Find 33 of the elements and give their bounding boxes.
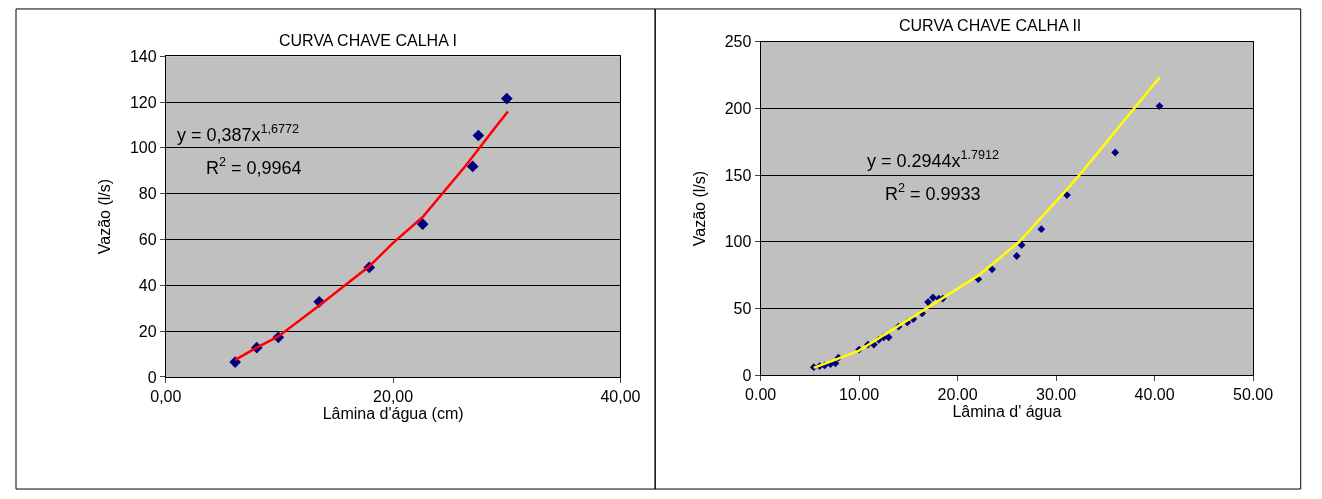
y-tick-label: 20: [138, 322, 157, 340]
y-axis-title: Vazão (l/s): [95, 178, 113, 255]
y-tick-label: 120: [129, 93, 157, 111]
y-tick-label: 80: [138, 185, 157, 203]
y-axis-title: Vazão (l/s): [690, 170, 708, 247]
y-tick-label: 0: [147, 368, 157, 386]
y-tick-label: 100: [129, 139, 157, 157]
annotation: R$^{2}$ = 0,9964: [206, 155, 302, 178]
x-tick-label: 50.00: [1233, 386, 1274, 404]
chart-title: CURVA CHAVE CALHA II: [899, 17, 1082, 34]
y-tick-label: 140: [129, 47, 157, 65]
x-tick-label: 0.00: [745, 386, 777, 404]
y-tick-label: 60: [138, 231, 157, 249]
y-tick-label: 50: [733, 300, 752, 318]
x-tick-label: 40,00: [600, 388, 641, 406]
annotation: R$^{2}$ = 0.9933: [885, 181, 981, 204]
x-tick-label: 20,00: [373, 388, 414, 406]
x-tick-label: 0,00: [150, 388, 182, 406]
y-tick-label: 40: [138, 276, 157, 294]
annotation: y = 0,387x$^{1,6772}$: [177, 122, 300, 145]
y-tick-label: 150: [724, 166, 752, 184]
x-tick-label: 20.00: [937, 386, 978, 404]
x-tick-label: 10.00: [839, 386, 880, 404]
x-tick-label: 30.00: [1036, 386, 1077, 404]
x-tick-label: 40.00: [1134, 386, 1175, 404]
x-axis-title: Lâmina d'água (cm): [322, 405, 464, 423]
chart-title: CURVA CHAVE CALHA I: [279, 32, 457, 49]
y-tick-label: 250: [724, 33, 752, 51]
x-axis-title: Lâmina d' água: [952, 403, 1062, 421]
y-tick-label: 100: [724, 233, 752, 251]
annotation: y = 0.2944x$^{1.7912}$: [867, 148, 1000, 171]
y-tick-label: 0: [742, 366, 752, 384]
y-tick-label: 200: [724, 100, 752, 118]
